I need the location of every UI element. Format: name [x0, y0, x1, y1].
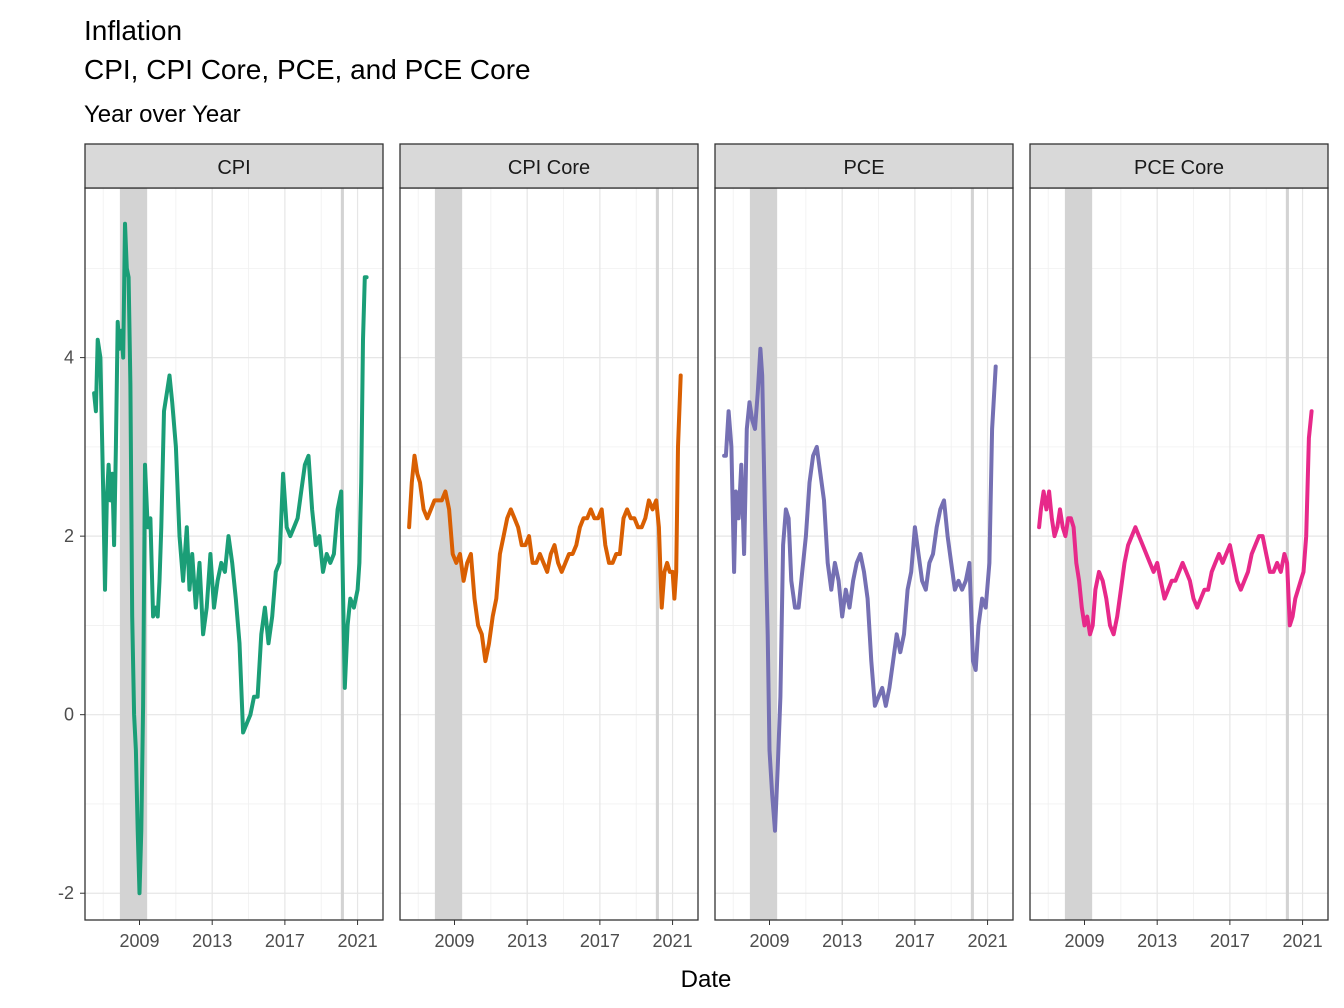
x-tick-label: 2017: [265, 931, 305, 951]
x-tick-label: 2021: [653, 931, 693, 951]
x-tick-label: 2009: [749, 931, 789, 951]
facet-panel: PCE Core 2009 2013 2017 2021: [1029, 143, 1329, 951]
recession-band: [434, 188, 463, 920]
x-tick-label: 2021: [338, 931, 378, 951]
facet-strip-label: CPI Core: [508, 157, 590, 179]
x-tick-label: 2009: [434, 931, 474, 951]
facet-strip: [1029, 143, 1329, 189]
y-axis: -2 0 2 4: [58, 348, 85, 903]
x-tick-label: 2017: [895, 931, 935, 951]
x-tick-label: 2013: [192, 931, 232, 951]
facet-strip-label: PCE Core: [1134, 157, 1224, 179]
series-line: [92, 221, 369, 896]
y-tick-label: 0: [64, 705, 74, 725]
x-axis-title: Date: [681, 966, 732, 993]
facet-strip-label: PCE: [843, 157, 884, 179]
facet-strip-label: CPI: [217, 157, 250, 179]
x-tick-label: 2013: [1137, 931, 1177, 951]
series-line: [1037, 409, 1314, 637]
x-tick-label: 2013: [822, 931, 862, 951]
facet-panel: CPI Core 2009 2013 2017 2021: [399, 143, 699, 951]
facet-strip: [714, 143, 1014, 189]
x-tick-label: 2009: [119, 931, 159, 951]
chart-subtitle-line: CPI, CPI Core, PCE, and PCE Core: [84, 54, 531, 85]
x-tick-label: 2021: [968, 931, 1008, 951]
recession-band: [1285, 188, 1289, 920]
y-tick-label: 4: [64, 348, 74, 368]
facet-strip: [399, 143, 699, 189]
series-line: [407, 373, 683, 664]
recession-band: [655, 188, 659, 920]
recession-band: [970, 188, 974, 920]
x-tick-label: 2021: [1283, 931, 1323, 951]
x-tick-label: 2017: [1210, 931, 1250, 951]
y-tick-label: 2: [64, 526, 74, 546]
recession-band: [1064, 188, 1093, 920]
x-tick-label: 2013: [507, 931, 547, 951]
series-line: [722, 346, 998, 833]
facet-panel: PCE 2009 2013 2017 2021: [714, 143, 1014, 951]
facet-panel: CPI 2009 2013 2017 2021: [84, 143, 384, 951]
facet-panels: CPI 2009 2013 2017 2021 CPI Core 2009 2013 2017 2…: [84, 143, 1329, 951]
y-tick-label: -2: [58, 883, 74, 903]
chart-title: Inflation: [84, 15, 182, 46]
x-tick-label: 2017: [580, 931, 620, 951]
facet-strip: [84, 143, 384, 189]
x-tick-label: 2009: [1064, 931, 1104, 951]
chart-subtitle: Year over Year: [84, 101, 241, 128]
